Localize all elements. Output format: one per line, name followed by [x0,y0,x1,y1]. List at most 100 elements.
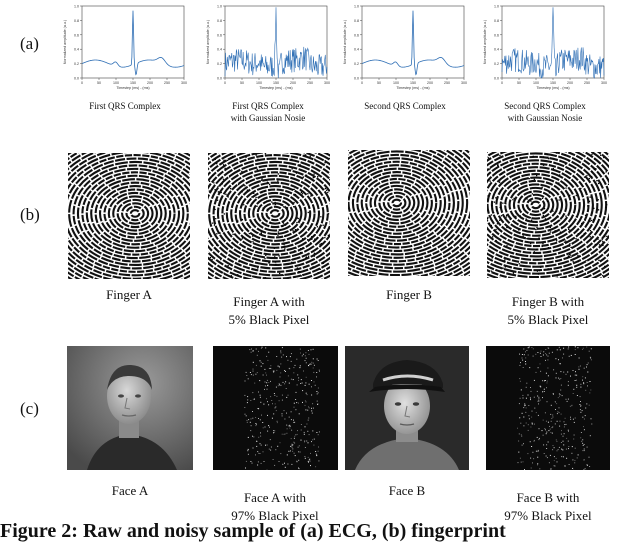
visible-pixel [291,446,293,448]
noise-pixel [530,200,532,202]
noise-pixel [274,201,276,204]
visible-pixel [518,403,520,405]
noise-pixel [538,184,540,186]
visible-pixel [310,363,312,365]
noise-pixel [495,239,497,242]
noise-pixel [266,208,268,210]
visible-pixel [245,460,247,462]
noise-pixel [597,199,599,201]
visible-pixel [274,394,276,396]
visible-pixel [590,418,592,420]
ecg-caption-4: Second QRS Complex with Gaussian Nosie [480,100,610,124]
visible-pixel [530,390,532,392]
noise-pixel [293,206,295,208]
noise-pixel [241,238,243,240]
noise-pixel [596,180,598,182]
visible-pixel [279,442,281,444]
visible-pixel [582,445,584,446]
finger-caption-4: Finger B with 5% Black Pixel [478,293,618,329]
noise-pixel [217,186,219,188]
visible-pixel [542,397,543,399]
noise-pixel [605,171,607,173]
visible-pixel [262,363,264,365]
noise-pixel [500,255,502,257]
visible-pixel [274,407,276,409]
noise-pixel [589,230,592,232]
visible-pixel [291,444,293,446]
visible-pixel [273,371,275,373]
visible-pixel [521,412,523,414]
noise-pixel [548,192,550,194]
visible-pixel [304,447,306,448]
visible-pixel [566,437,568,439]
visible-pixel [570,418,572,420]
noise-pixel [491,208,494,210]
visible-pixel [245,371,247,373]
visible-pixel [308,353,310,355]
noise-pixel [487,216,489,219]
visible-pixel [311,412,313,414]
visible-pixel [573,438,575,440]
ecg-ytick-label: 0.0 [354,77,359,81]
visible-pixel [578,357,580,359]
ecg-plot-4-chart: 0.0 0.2 0.4 0.6 0.8 1.0 0 50 100 150 200 250 300 Time… [483,5,607,91]
ecg-xtick-label: 50 [97,81,101,85]
noise-pixel [305,174,308,176]
visible-pixel [528,418,530,420]
ecg-ytick-label: 0.8 [354,19,359,23]
noise-pixel [491,204,493,207]
noise-pixel [495,228,497,231]
visible-pixel [307,460,309,462]
noise-pixel [563,241,566,243]
visible-pixel [583,444,585,445]
noise-pixel [571,273,573,276]
noise-pixel [319,243,321,245]
visible-pixel [575,371,576,373]
visible-pixel [540,386,542,388]
visible-pixel [307,442,309,444]
visible-pixel [583,426,584,428]
noise-pixel [585,276,587,278]
noise-pixel [283,206,285,208]
visible-pixel [310,465,311,467]
visible-pixel [520,362,521,364]
visible-pixel [311,441,312,443]
noise-pixel [504,259,506,261]
fingerprint-ridge [116,198,154,229]
visible-pixel [531,416,533,418]
visible-pixel [304,456,306,457]
visible-pixel [269,439,271,441]
visible-pixel [297,374,299,376]
noise-pixel [556,275,558,277]
visible-pixel [316,432,318,433]
noise-pixel [296,267,298,269]
visible-pixel [544,380,546,381]
noise-pixel [252,241,254,243]
visible-pixel [312,403,314,405]
noise-pixel [489,168,491,170]
noise-pixel [549,226,551,228]
noise-pixel [246,189,248,191]
visible-pixel [544,412,546,414]
noise-pixel [213,182,215,184]
visible-pixel [282,381,284,383]
visible-pixel [298,402,299,404]
noise-pixel [232,156,234,159]
visible-pixel [313,364,315,366]
noise-pixel [493,201,496,203]
noise-pixel [313,173,315,175]
noise-pixel [525,218,527,220]
noise-pixel [576,256,579,258]
visible-pixel [517,427,518,429]
visible-pixel [254,382,256,384]
visible-pixel [553,456,555,458]
visible-pixel [556,403,558,405]
visible-pixel [548,430,550,432]
noise-pixel [264,201,266,203]
visible-pixel [582,439,584,441]
visible-pixel [285,388,287,389]
visible-pixel [273,430,275,432]
visible-pixel [552,449,554,451]
visible-pixel [522,359,524,361]
noise-pixel [604,235,606,238]
